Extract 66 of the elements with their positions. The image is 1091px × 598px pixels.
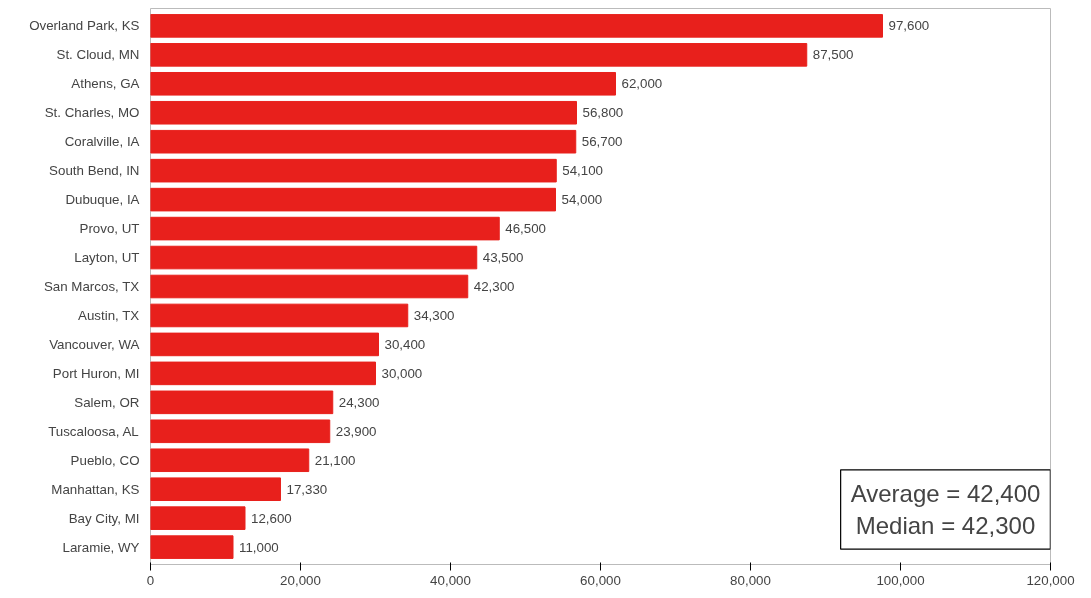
x-tick-label: 100,000 (876, 572, 925, 588)
bar (150, 14, 883, 38)
bar (150, 216, 500, 241)
y-tick-label: Port Huron, MI (52, 365, 140, 381)
data-label: 24,300 (338, 394, 380, 410)
y-tick-label: Laramie, WY (62, 539, 140, 555)
data-label: 12,600 (251, 510, 292, 526)
bar (150, 506, 246, 530)
data-label: 30,400 (384, 336, 426, 352)
data-label: 23,900 (335, 423, 377, 439)
bar (150, 448, 310, 473)
bar (150, 303, 409, 328)
bar (150, 535, 234, 559)
bar (150, 390, 334, 415)
y-tick-label: Bay City, MI (68, 510, 140, 526)
data-label: 17,330 (286, 481, 328, 497)
bar (150, 129, 577, 154)
y-tick-label: Tuscaloosa, AL (48, 423, 139, 439)
data-label: 56,700 (581, 134, 623, 150)
bar (150, 158, 557, 183)
data-label: 87,500 (812, 47, 854, 63)
y-tick-label: St. Charles, MO (44, 105, 140, 121)
data-label: 46,500 (505, 221, 547, 237)
data-label: 43,500 (482, 250, 524, 266)
annotation: Average = 42,400 (850, 479, 1041, 507)
data-label: 62,000 (621, 76, 663, 92)
data-label: 11,000 (239, 539, 279, 555)
y-tick-label: Provo, UT (79, 221, 140, 237)
bar (150, 72, 616, 96)
x-tick-label: 20,000 (280, 572, 321, 588)
y-tick-label: Vancouver, WA (49, 336, 140, 352)
data-label: 54,100 (562, 163, 604, 179)
bar (150, 361, 376, 386)
x-tick-label: 80,000 (730, 572, 771, 588)
x-tick-label: 40,000 (430, 572, 471, 588)
y-tick-label: South Bend, IN (49, 163, 140, 179)
annotation: Median = 42,300 (855, 512, 1036, 540)
y-tick-label: Overland Park, KS (29, 18, 140, 34)
bar (150, 274, 469, 299)
bar (150, 100, 577, 125)
y-tick-label: Coralville, IA (64, 134, 140, 150)
bar (150, 477, 281, 501)
data-label: 56,800 (582, 105, 624, 121)
bar (150, 187, 556, 212)
x-tick-label: 0 (146, 572, 155, 588)
bar (150, 43, 808, 67)
bar (150, 245, 478, 270)
y-tick-label: Austin, TX (78, 307, 140, 323)
y-tick-label: St. Cloud, MN (56, 47, 140, 63)
y-tick-label: Layton, UT (74, 250, 140, 266)
y-tick-label: Athens, GA (71, 76, 140, 92)
bar (150, 419, 331, 444)
data-label: 54,000 (561, 192, 603, 208)
data-label: 42,300 (473, 279, 515, 294)
bar (150, 332, 379, 357)
y-tick-label: Dubuque, IA (65, 192, 140, 208)
x-tick-label: 60,000 (580, 572, 621, 588)
data-label: 21,100 (314, 452, 356, 468)
y-tick-label: Manhattan, KS (51, 481, 140, 497)
data-label: 34,300 (413, 307, 455, 323)
y-tick-label: San Marcos, TX (43, 279, 140, 294)
data-label: 30,000 (381, 365, 423, 381)
x-tick-label: 120,000 (1026, 572, 1075, 588)
y-tick-label: Pueblo, CO (70, 452, 140, 468)
data-label: 97,600 (888, 18, 930, 34)
y-tick-label: Salem, OR (74, 394, 140, 410)
